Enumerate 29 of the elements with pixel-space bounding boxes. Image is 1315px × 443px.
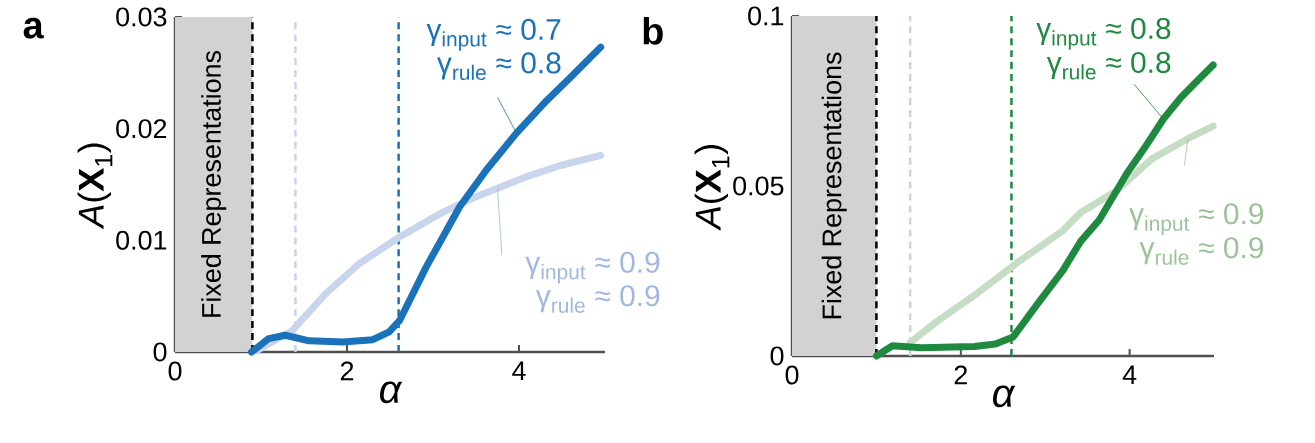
annotation: γ$_{rule}$ ≈ 0.8 <box>1046 51 1171 80</box>
y-tick-label: 0 <box>153 342 167 362</box>
x-tick-label: 0 <box>785 365 799 385</box>
y-tick-label: 0.03 <box>116 7 167 27</box>
y-tick-label: 0.02 <box>116 119 167 139</box>
x-tick-label: 4 <box>1122 365 1137 385</box>
y-tick-label: 0.1 <box>748 6 784 26</box>
band-label: Fixed Representations <box>201 50 227 317</box>
x-tick-label: 2 <box>340 361 354 381</box>
band-label: Fixed Representations <box>821 52 847 319</box>
annotation: γ$_{rule}$ ≈ 0.9 <box>1139 237 1264 265</box>
y-tick-label: 0 <box>770 346 784 366</box>
x-axis-title: α <box>993 385 1016 408</box>
y-axis-title: A(X$_{1}$) <box>77 143 113 230</box>
annotation: γ$_{rule}$ ≈ 0.8 <box>437 52 561 81</box>
annotation: γ$_{input}$ ≈ 0.9 <box>1129 203 1264 236</box>
y-axis-title: A(X$_{1}$) <box>694 145 730 231</box>
y-tick-label: 0.01 <box>116 230 167 250</box>
annotation: γ$_{input}$ ≈ 0.8 <box>1036 17 1171 50</box>
annotation: γ$_{input}$ ≈ 0.7 <box>426 18 561 51</box>
x-tick-label: 2 <box>954 365 967 385</box>
chart-title: b <box>643 16 663 45</box>
annotation: γ$_{rule}$ ≈ 0.9 <box>535 285 660 313</box>
x-tick-label: 0 <box>168 361 182 381</box>
y-tick-label: 0.05 <box>733 176 784 196</box>
annotation: γ$_{input}$ ≈ 0.9 <box>525 251 660 284</box>
x-tick-label: 4 <box>512 361 526 381</box>
x-axis-title: α <box>380 381 403 404</box>
chart-title: a <box>23 17 44 39</box>
